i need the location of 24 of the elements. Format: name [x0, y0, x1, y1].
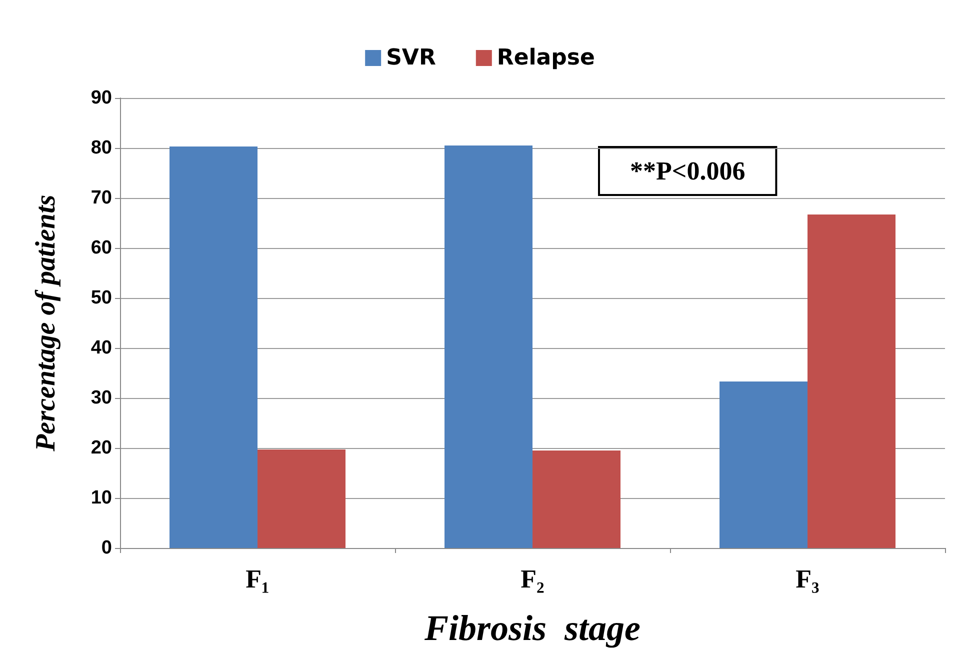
bar	[808, 214, 896, 548]
bar	[720, 382, 808, 548]
y-tick-label: 0	[101, 538, 112, 558]
annotation: **P<0.006	[630, 156, 746, 186]
y-tick-label: 60	[90, 238, 112, 258]
bar	[444, 146, 532, 548]
y-tick-label: 40	[90, 338, 112, 358]
legend-label: Relapse	[496, 46, 595, 70]
y-tick-label: 50	[90, 288, 112, 308]
y-axis-title: Percentage of patients	[30, 194, 62, 452]
y-tick-label: 30	[90, 388, 112, 408]
x-axis-title: Fibrosis stage	[423, 608, 641, 648]
legend-label: SVR	[386, 46, 436, 70]
bar	[258, 450, 346, 548]
y-tick-label: 20	[90, 438, 112, 458]
bar	[532, 450, 620, 548]
x-tick-label: F₃	[796, 564, 820, 594]
x-tick-label: F₁	[246, 564, 270, 594]
y-tick-label: 10	[90, 488, 112, 508]
bar	[170, 146, 258, 548]
y-tick-label: 70	[90, 188, 112, 208]
y-tick-label: 90	[90, 88, 112, 108]
x-tick-label: F₂	[520, 564, 545, 594]
y-tick-label: 80	[90, 138, 112, 158]
